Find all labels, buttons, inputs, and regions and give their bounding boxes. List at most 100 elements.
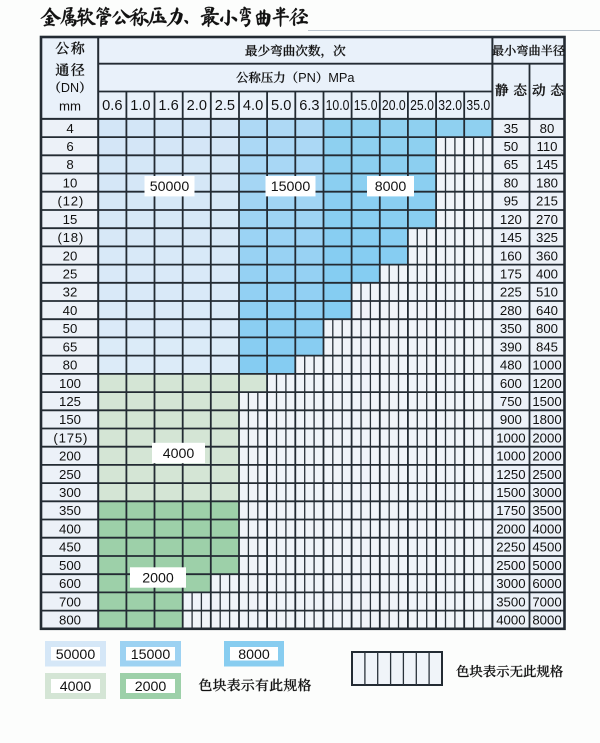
svg-text:3500: 3500 [496, 594, 525, 609]
svg-text:3000: 3000 [532, 485, 561, 500]
svg-text:300: 300 [59, 485, 81, 500]
svg-text:600: 600 [59, 576, 81, 591]
svg-text:20: 20 [63, 248, 78, 263]
svg-text:600: 600 [500, 376, 522, 391]
svg-text:65: 65 [63, 339, 78, 354]
svg-text:40: 40 [63, 303, 78, 318]
svg-text:5000: 5000 [532, 558, 561, 573]
svg-text:390: 390 [500, 339, 522, 354]
svg-text:800: 800 [59, 613, 81, 628]
svg-text:10.0: 10.0 [326, 98, 350, 114]
svg-text:900: 900 [500, 412, 522, 427]
svg-text:8000: 8000 [532, 613, 561, 628]
svg-text:8000: 8000 [238, 647, 270, 663]
svg-text:800: 800 [536, 321, 558, 336]
svg-text:160: 160 [500, 248, 522, 263]
svg-text:6.3: 6.3 [299, 98, 319, 114]
svg-text:7000: 7000 [532, 594, 561, 609]
svg-text:450: 450 [59, 540, 81, 555]
svg-text:3500: 3500 [532, 503, 561, 518]
svg-text:1500: 1500 [532, 394, 561, 409]
svg-text:750: 750 [500, 394, 522, 409]
svg-text:2000: 2000 [135, 679, 167, 695]
svg-text:50: 50 [504, 139, 519, 154]
svg-text:1000: 1000 [496, 449, 525, 464]
svg-text:4.0: 4.0 [243, 98, 263, 114]
svg-text:6000: 6000 [532, 576, 561, 591]
svg-text:200: 200 [59, 449, 81, 464]
svg-text:80: 80 [540, 121, 555, 136]
svg-text:700: 700 [59, 594, 81, 609]
svg-text:15: 15 [63, 212, 78, 227]
svg-text:25.0: 25.0 [410, 98, 434, 114]
svg-text:1200: 1200 [532, 376, 561, 391]
svg-text:95: 95 [504, 194, 519, 209]
svg-text:4500: 4500 [532, 540, 561, 555]
svg-text:250: 250 [59, 467, 81, 482]
svg-text:400: 400 [536, 267, 558, 282]
svg-text:MPa: MPa [328, 70, 355, 85]
svg-text:8: 8 [66, 157, 73, 172]
svg-text:20.0: 20.0 [382, 98, 406, 114]
svg-text:6: 6 [66, 139, 73, 154]
svg-text:640: 640 [536, 303, 558, 318]
svg-text:180: 180 [536, 175, 558, 190]
svg-text:50000: 50000 [56, 647, 96, 663]
svg-text:125: 125 [59, 394, 81, 409]
svg-text:4000: 4000 [60, 679, 92, 695]
svg-text:80: 80 [504, 175, 519, 190]
svg-text:35: 35 [504, 121, 519, 136]
svg-text:32.0: 32.0 [438, 98, 462, 114]
svg-text:15.0: 15.0 [354, 98, 378, 114]
svg-text:150: 150 [59, 412, 81, 427]
svg-text:510: 510 [536, 285, 558, 300]
svg-text:2000: 2000 [532, 449, 561, 464]
svg-text:3000: 3000 [496, 576, 525, 591]
svg-text:145: 145 [536, 157, 558, 172]
svg-text:80: 80 [63, 358, 78, 373]
svg-text:1.6: 1.6 [158, 98, 178, 114]
svg-text:2500: 2500 [496, 558, 525, 573]
svg-text:280: 280 [500, 303, 522, 318]
svg-text:110: 110 [536, 139, 557, 154]
svg-text:PN: PN [298, 70, 316, 85]
svg-text:215: 215 [536, 194, 558, 209]
svg-text:2000: 2000 [496, 521, 525, 536]
svg-text:350: 350 [500, 321, 522, 336]
svg-text:4000: 4000 [496, 613, 525, 628]
svg-text:845: 845 [536, 339, 558, 354]
svg-text:4000: 4000 [532, 521, 561, 536]
svg-text:50000: 50000 [150, 179, 190, 195]
svg-text:65: 65 [504, 157, 519, 172]
svg-text:2500: 2500 [532, 467, 561, 482]
svg-text:360: 360 [536, 248, 558, 263]
svg-text:50: 50 [63, 321, 78, 336]
svg-text:1500: 1500 [496, 485, 525, 500]
svg-text:480: 480 [500, 358, 522, 373]
svg-text:(175): (175) [53, 430, 88, 445]
svg-text:15000: 15000 [131, 647, 171, 663]
svg-text:500: 500 [59, 558, 81, 573]
svg-text:2.5: 2.5 [215, 98, 235, 114]
svg-text:120: 120 [500, 212, 522, 227]
svg-text:1250: 1250 [496, 467, 525, 482]
svg-text:1750: 1750 [496, 503, 525, 518]
svg-text:400: 400 [59, 521, 81, 536]
svg-text:15000: 15000 [271, 179, 311, 195]
svg-text:175: 175 [500, 267, 522, 282]
svg-text:2000: 2000 [142, 571, 174, 587]
svg-text:0.6: 0.6 [102, 98, 122, 114]
svg-text:(12): (12) [57, 194, 84, 209]
svg-text:25: 25 [63, 267, 78, 282]
svg-text:10: 10 [63, 175, 78, 190]
svg-text:(18): (18) [57, 230, 84, 245]
svg-text:1000: 1000 [496, 430, 525, 445]
svg-text:270: 270 [536, 212, 558, 227]
svg-text:8000: 8000 [375, 179, 407, 195]
svg-text:2.0: 2.0 [187, 98, 207, 114]
svg-text:1800: 1800 [532, 412, 561, 427]
svg-text:mm: mm [59, 98, 81, 113]
svg-text:4: 4 [66, 121, 73, 136]
svg-text:2250: 2250 [496, 540, 525, 555]
svg-text:32: 32 [63, 285, 78, 300]
